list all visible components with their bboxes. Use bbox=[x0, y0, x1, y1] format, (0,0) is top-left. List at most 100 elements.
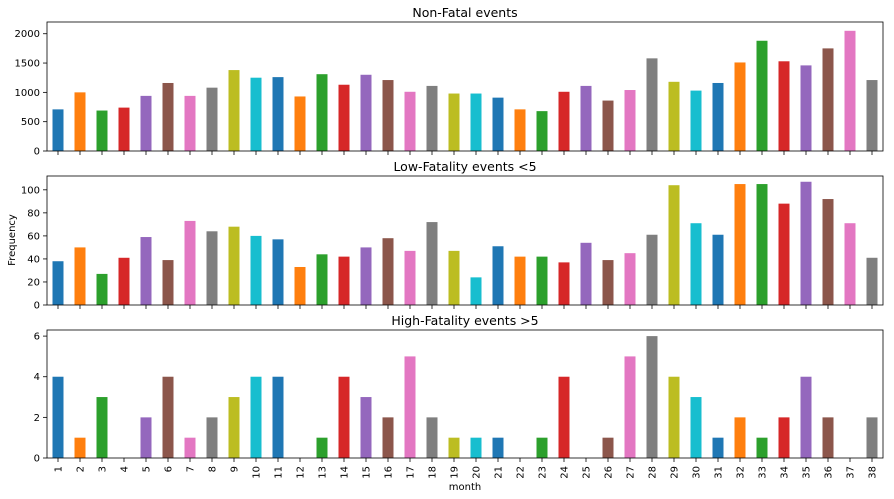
bar bbox=[52, 376, 64, 458]
bar bbox=[866, 80, 878, 151]
x-tick-label: 20 bbox=[472, 466, 483, 479]
bar bbox=[404, 356, 416, 458]
x-tick-label: 16 bbox=[384, 466, 395, 479]
bar bbox=[74, 437, 86, 458]
bar bbox=[602, 260, 614, 305]
bar bbox=[668, 376, 680, 458]
bar bbox=[470, 277, 482, 305]
bar bbox=[668, 81, 680, 151]
bar bbox=[712, 234, 724, 305]
bar bbox=[536, 111, 548, 151]
bar bbox=[162, 260, 174, 305]
bar bbox=[206, 417, 218, 458]
bar bbox=[162, 82, 174, 151]
bar bbox=[140, 95, 152, 151]
y-tick-label: 1500 bbox=[15, 59, 40, 70]
bar bbox=[690, 397, 702, 458]
bar bbox=[294, 266, 306, 305]
bar bbox=[206, 231, 218, 305]
bar bbox=[228, 226, 240, 305]
x-tick-label: 8 bbox=[208, 466, 219, 472]
x-tick-label: 7 bbox=[186, 466, 197, 472]
panel-title: High-Fatality events >5 bbox=[391, 313, 538, 328]
bar bbox=[734, 417, 746, 458]
bar bbox=[426, 85, 438, 151]
x-tick-label: 33 bbox=[758, 466, 769, 479]
bar bbox=[294, 96, 306, 151]
x-tick-label: 25 bbox=[582, 466, 593, 479]
bar bbox=[74, 247, 86, 305]
bar bbox=[184, 95, 196, 151]
y-axis-label: Frequency bbox=[7, 214, 18, 266]
y-tick-label: 80 bbox=[27, 208, 40, 219]
bar bbox=[866, 257, 878, 305]
x-tick-label: 23 bbox=[538, 466, 549, 479]
bar bbox=[844, 30, 856, 151]
bar bbox=[74, 92, 86, 151]
bar bbox=[778, 61, 790, 151]
x-tick-label: 12 bbox=[296, 466, 307, 479]
bar bbox=[492, 437, 504, 458]
bar bbox=[96, 110, 108, 151]
x-tick-label: 11 bbox=[274, 466, 285, 479]
panel-frame bbox=[46, 175, 884, 306]
bar bbox=[800, 181, 812, 305]
bar bbox=[382, 238, 394, 305]
y-tick-label: 20 bbox=[27, 277, 40, 288]
bar bbox=[668, 185, 680, 305]
bar bbox=[844, 223, 856, 305]
bar bbox=[470, 437, 482, 458]
y-tick-label: 60 bbox=[27, 231, 40, 242]
bar bbox=[228, 70, 240, 151]
bar bbox=[382, 417, 394, 458]
y-tick-label: 100 bbox=[21, 185, 40, 196]
bar bbox=[800, 376, 812, 458]
bar bbox=[96, 397, 108, 458]
x-tick-label: 28 bbox=[648, 466, 659, 479]
bar bbox=[492, 97, 504, 151]
bar bbox=[338, 84, 350, 151]
bar bbox=[624, 253, 636, 305]
x-tick-label: 22 bbox=[516, 466, 527, 479]
bar bbox=[426, 417, 438, 458]
bar bbox=[778, 417, 790, 458]
bar bbox=[602, 437, 614, 458]
x-tick-label: 1 bbox=[54, 466, 65, 472]
bar bbox=[624, 90, 636, 151]
bar bbox=[558, 91, 570, 151]
bar bbox=[690, 90, 702, 151]
bar bbox=[140, 237, 152, 305]
bar bbox=[360, 74, 372, 151]
x-tick-label: 38 bbox=[868, 466, 879, 479]
bar bbox=[558, 376, 570, 458]
bar bbox=[162, 376, 174, 458]
x-tick-label: 31 bbox=[714, 466, 725, 479]
y-tick-label: 500 bbox=[21, 117, 40, 128]
bar bbox=[756, 184, 768, 305]
bar bbox=[712, 82, 724, 151]
bar bbox=[734, 62, 746, 151]
bar bbox=[646, 58, 658, 151]
bar bbox=[272, 376, 284, 458]
bar bbox=[690, 223, 702, 305]
panel-frame bbox=[46, 21, 884, 152]
bar bbox=[778, 203, 790, 305]
bar bbox=[52, 109, 64, 151]
bar bbox=[822, 199, 834, 305]
x-tick-label: 37 bbox=[846, 466, 857, 479]
x-tick-label: 18 bbox=[428, 466, 439, 479]
y-tick-label: 1000 bbox=[15, 88, 40, 99]
bar bbox=[580, 85, 592, 151]
bar bbox=[822, 48, 834, 151]
x-tick-label: 17 bbox=[406, 466, 417, 479]
bar bbox=[140, 417, 152, 458]
x-tick-label: 34 bbox=[780, 466, 791, 479]
bar bbox=[646, 336, 658, 458]
x-tick-label: 27 bbox=[626, 466, 637, 479]
bar bbox=[272, 239, 284, 305]
bar bbox=[316, 254, 328, 305]
bar bbox=[184, 437, 196, 458]
bar bbox=[756, 437, 768, 458]
x-tick-label: 14 bbox=[340, 466, 351, 479]
y-tick-label: 2 bbox=[34, 413, 40, 424]
